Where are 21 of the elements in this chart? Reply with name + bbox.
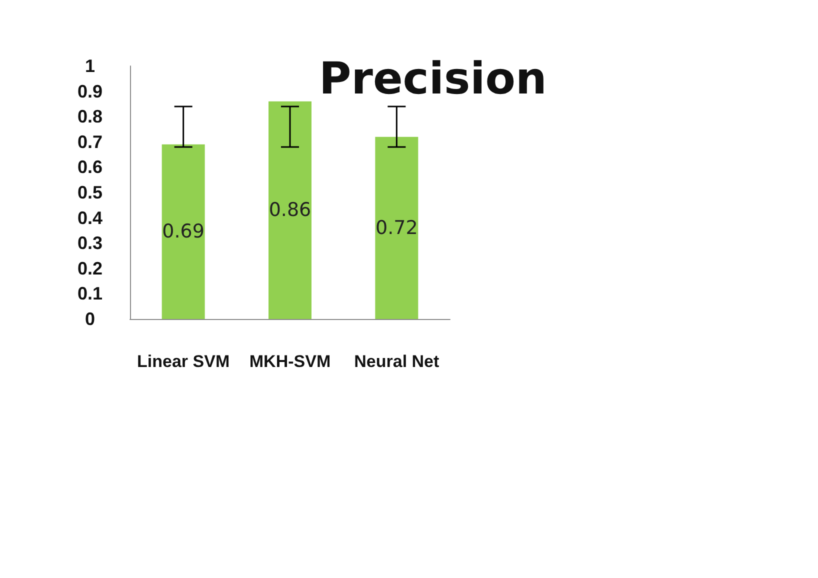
y-tick-label: 0.5 xyxy=(77,182,103,202)
x-tick-label: MKH-SVM xyxy=(249,352,331,371)
bar xyxy=(375,136,418,319)
y-tick-label: 0.4 xyxy=(77,208,103,228)
y-tick-label: 0.3 xyxy=(77,233,103,254)
chart-title: Precision xyxy=(319,54,547,104)
y-tick-label: 0.2 xyxy=(77,258,103,278)
bar xyxy=(162,144,205,319)
y-tick-label: 0 xyxy=(84,309,96,329)
data-label: 0.86 xyxy=(268,199,312,222)
data-label: 0.72 xyxy=(376,216,418,239)
y-tick-label: 0.1 xyxy=(77,284,103,304)
y-tick-label: 0.7 xyxy=(77,132,103,152)
data-label: 0.69 xyxy=(162,220,204,243)
y-tick-label: 0.8 xyxy=(77,106,103,127)
x-tick-label: Neural Net xyxy=(354,352,440,371)
y-tick-label: 0.6 xyxy=(77,157,103,178)
y-tick-label: 0.9 xyxy=(77,81,103,102)
y-tick-label: 1 xyxy=(84,56,96,76)
x-tick-label: Linear SVM xyxy=(137,352,230,371)
bar xyxy=(268,101,312,319)
